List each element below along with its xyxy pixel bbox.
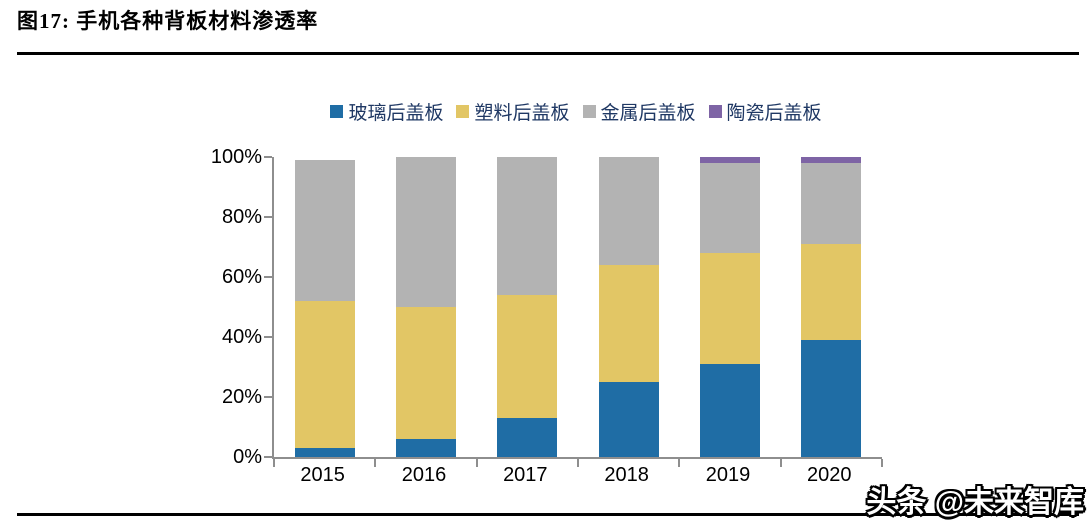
bottom-divider — [17, 513, 1079, 516]
bar-segment — [801, 340, 862, 457]
stacked-bar-2017 — [497, 157, 558, 457]
bar-segment — [699, 157, 760, 163]
legend-swatch-icon — [330, 105, 344, 118]
bar-segment — [497, 157, 558, 295]
bar-segment — [497, 295, 558, 418]
legend-item: 塑料后盖板 — [456, 98, 570, 125]
bar-segment — [598, 382, 659, 457]
bar-segment — [294, 448, 355, 457]
bar-segment — [598, 265, 659, 382]
watermark: 头条 @未来智库 — [866, 486, 1084, 519]
stacked-bar-2019 — [699, 157, 760, 457]
x-axis-tick — [374, 459, 377, 467]
y-axis-tick-label: 80% — [221, 206, 262, 228]
legend-swatch-icon — [708, 105, 722, 118]
bar-group — [274, 157, 882, 457]
bar-segment — [699, 253, 760, 364]
x-axis-label: 2015 — [300, 464, 345, 486]
y-axis-tick — [264, 276, 272, 278]
legend-item: 金属后盖板 — [582, 98, 696, 125]
x-axis-label: 2017 — [503, 464, 548, 486]
legend-label: 玻璃后盖板 — [348, 103, 444, 124]
legend-swatch-icon — [456, 105, 470, 118]
bar-segment — [294, 160, 355, 301]
y-axis-labels: 0% 20% 40% 60% 80% 100% — [170, 146, 262, 468]
chart-legend: 玻璃后盖板 塑料后盖板 金属后盖板 陶瓷后盖板 — [272, 98, 880, 125]
y-axis-tick — [264, 336, 272, 338]
stacked-bar-2015 — [294, 157, 355, 457]
bar-segment — [801, 163, 862, 244]
x-axis-label: 2019 — [705, 464, 751, 486]
title-divider — [17, 52, 1079, 55]
x-axis-tick — [475, 459, 478, 467]
bar-segment — [497, 418, 558, 457]
y-axis-tick — [264, 456, 272, 458]
legend-label: 陶瓷后盖板 — [726, 103, 822, 124]
x-axis-tick — [273, 459, 275, 467]
bar-segment — [395, 307, 456, 439]
bar-segment — [801, 244, 862, 340]
y-axis-tick-label: 20% — [221, 386, 262, 408]
stacked-bar-2016 — [395, 157, 456, 457]
figure-title: 图17: 手机各种背板材料渗透率 — [17, 9, 319, 33]
y-axis-tick — [264, 216, 272, 218]
y-axis-tick-label: 0% — [233, 446, 262, 468]
bar-segment — [699, 364, 760, 457]
bar-segment — [395, 439, 456, 457]
y-axis-tick-label: 60% — [221, 266, 262, 288]
stacked-bar-2018 — [598, 157, 659, 457]
legend-label: 塑料后盖板 — [474, 103, 570, 124]
bar-segment — [294, 301, 355, 448]
legend-swatch-icon — [582, 105, 596, 118]
x-axis-label: 2020 — [807, 464, 852, 486]
y-axis-tick — [264, 396, 272, 398]
x-axis-label: 2016 — [401, 464, 447, 486]
bar-segment — [699, 163, 760, 253]
bar-segment — [598, 157, 659, 265]
stacked-bar-2020 — [801, 157, 862, 457]
legend-label: 金属后盖板 — [600, 103, 696, 124]
y-axis-tick — [264, 156, 272, 158]
bar-segment — [801, 157, 862, 163]
x-axis-tick — [779, 459, 782, 467]
x-axis-label: 2018 — [604, 464, 649, 486]
x-axis-tick — [678, 459, 681, 467]
x-axis-tick — [577, 459, 579, 467]
y-axis-tick-label: 100% — [210, 146, 262, 168]
legend-item: 玻璃后盖板 — [330, 98, 443, 125]
plot-area — [264, 156, 883, 467]
x-axis-labels: 2015 2016 2017 2018 2019 2020 — [272, 464, 880, 487]
x-axis-tick — [881, 459, 883, 467]
legend-item: 陶瓷后盖板 — [708, 98, 822, 125]
bar-segment — [395, 157, 456, 307]
y-axis-tick-label: 40% — [221, 326, 262, 348]
